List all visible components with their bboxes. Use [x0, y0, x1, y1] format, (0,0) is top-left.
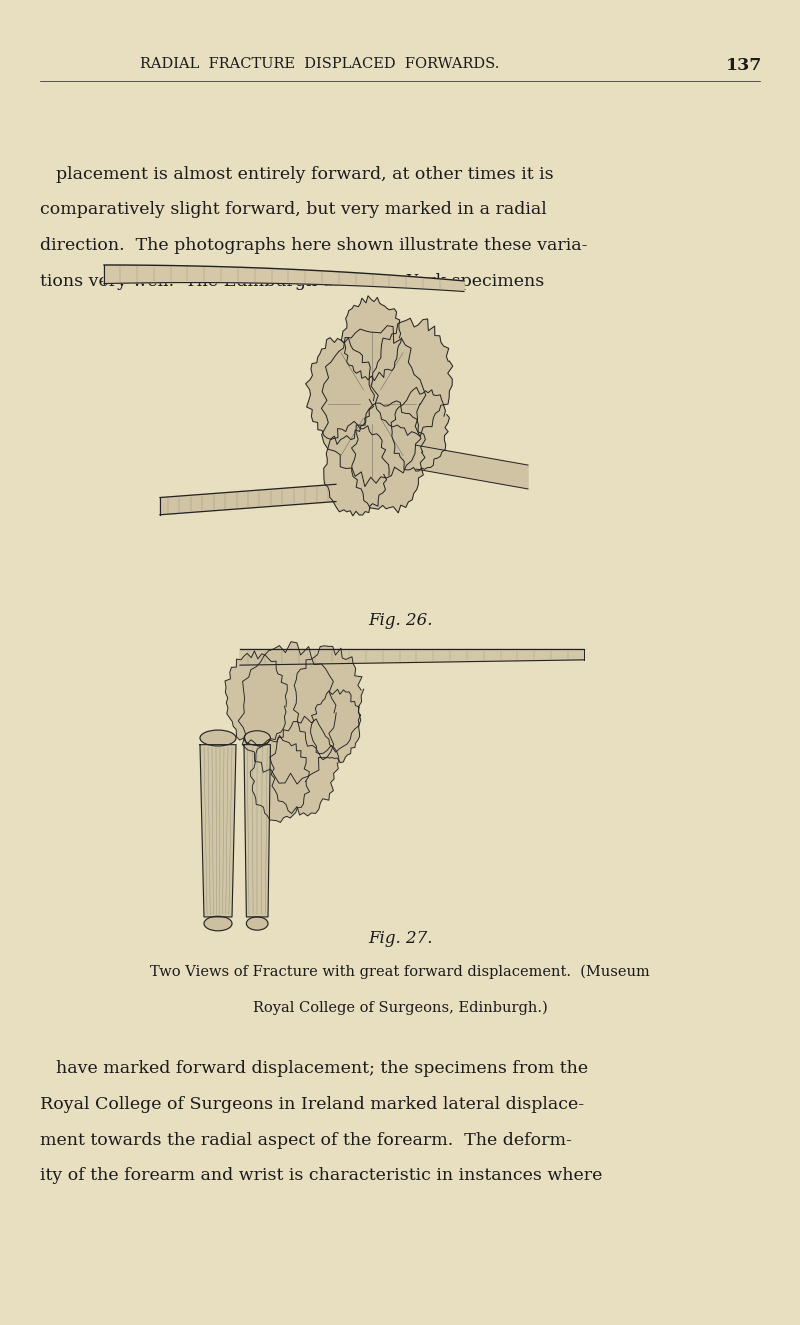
- Text: Two Views of Fracture with great forward displacement.  (Museum: Two Views of Fracture with great forward…: [150, 965, 650, 979]
- Polygon shape: [200, 745, 236, 917]
- Text: ment towards the radial aspect of the forearm.  The deform-: ment towards the radial aspect of the fo…: [40, 1132, 572, 1149]
- Polygon shape: [238, 641, 336, 784]
- Polygon shape: [416, 445, 528, 489]
- Polygon shape: [391, 387, 450, 472]
- Ellipse shape: [246, 917, 268, 930]
- Polygon shape: [250, 735, 310, 823]
- Polygon shape: [225, 651, 287, 746]
- Polygon shape: [310, 689, 361, 763]
- Text: 137: 137: [726, 57, 762, 74]
- Polygon shape: [322, 326, 426, 486]
- Text: ity of the forearm and wrist is characteristic in instances where: ity of the forearm and wrist is characte…: [40, 1167, 602, 1185]
- Polygon shape: [306, 338, 374, 444]
- Text: comparatively slight forward, but very marked in a radial: comparatively slight forward, but very m…: [40, 201, 546, 219]
- Ellipse shape: [204, 917, 232, 931]
- Polygon shape: [104, 265, 464, 292]
- Polygon shape: [270, 717, 339, 816]
- Polygon shape: [324, 421, 389, 515]
- Polygon shape: [342, 295, 402, 380]
- Polygon shape: [294, 645, 364, 754]
- Text: Fig. 27.: Fig. 27.: [368, 930, 432, 947]
- Polygon shape: [371, 318, 453, 436]
- Polygon shape: [240, 649, 584, 665]
- Text: placement is almost entirely forward, at other times it is: placement is almost entirely forward, at…: [56, 166, 554, 183]
- Polygon shape: [160, 485, 336, 514]
- Polygon shape: [351, 401, 426, 513]
- Text: tions very well.  The Edinburgh and New York specimens: tions very well. The Edinburgh and New Y…: [40, 273, 544, 290]
- Polygon shape: [244, 745, 270, 917]
- Text: Royal College of Surgeons in Ireland marked lateral displace-: Royal College of Surgeons in Ireland mar…: [40, 1096, 584, 1113]
- Text: RADIAL  FRACTURE  DISPLACED  FORWARDS.: RADIAL FRACTURE DISPLACED FORWARDS.: [140, 57, 500, 72]
- Text: Fig. 26.: Fig. 26.: [368, 612, 432, 629]
- Ellipse shape: [200, 730, 236, 746]
- Text: Royal College of Surgeons, Edinburgh.): Royal College of Surgeons, Edinburgh.): [253, 1000, 547, 1015]
- Text: have marked forward displacement; the specimens from the: have marked forward displacement; the sp…: [56, 1060, 588, 1077]
- Text: direction.  The photographs here shown illustrate these varia-: direction. The photographs here shown il…: [40, 237, 587, 254]
- Ellipse shape: [244, 731, 270, 745]
